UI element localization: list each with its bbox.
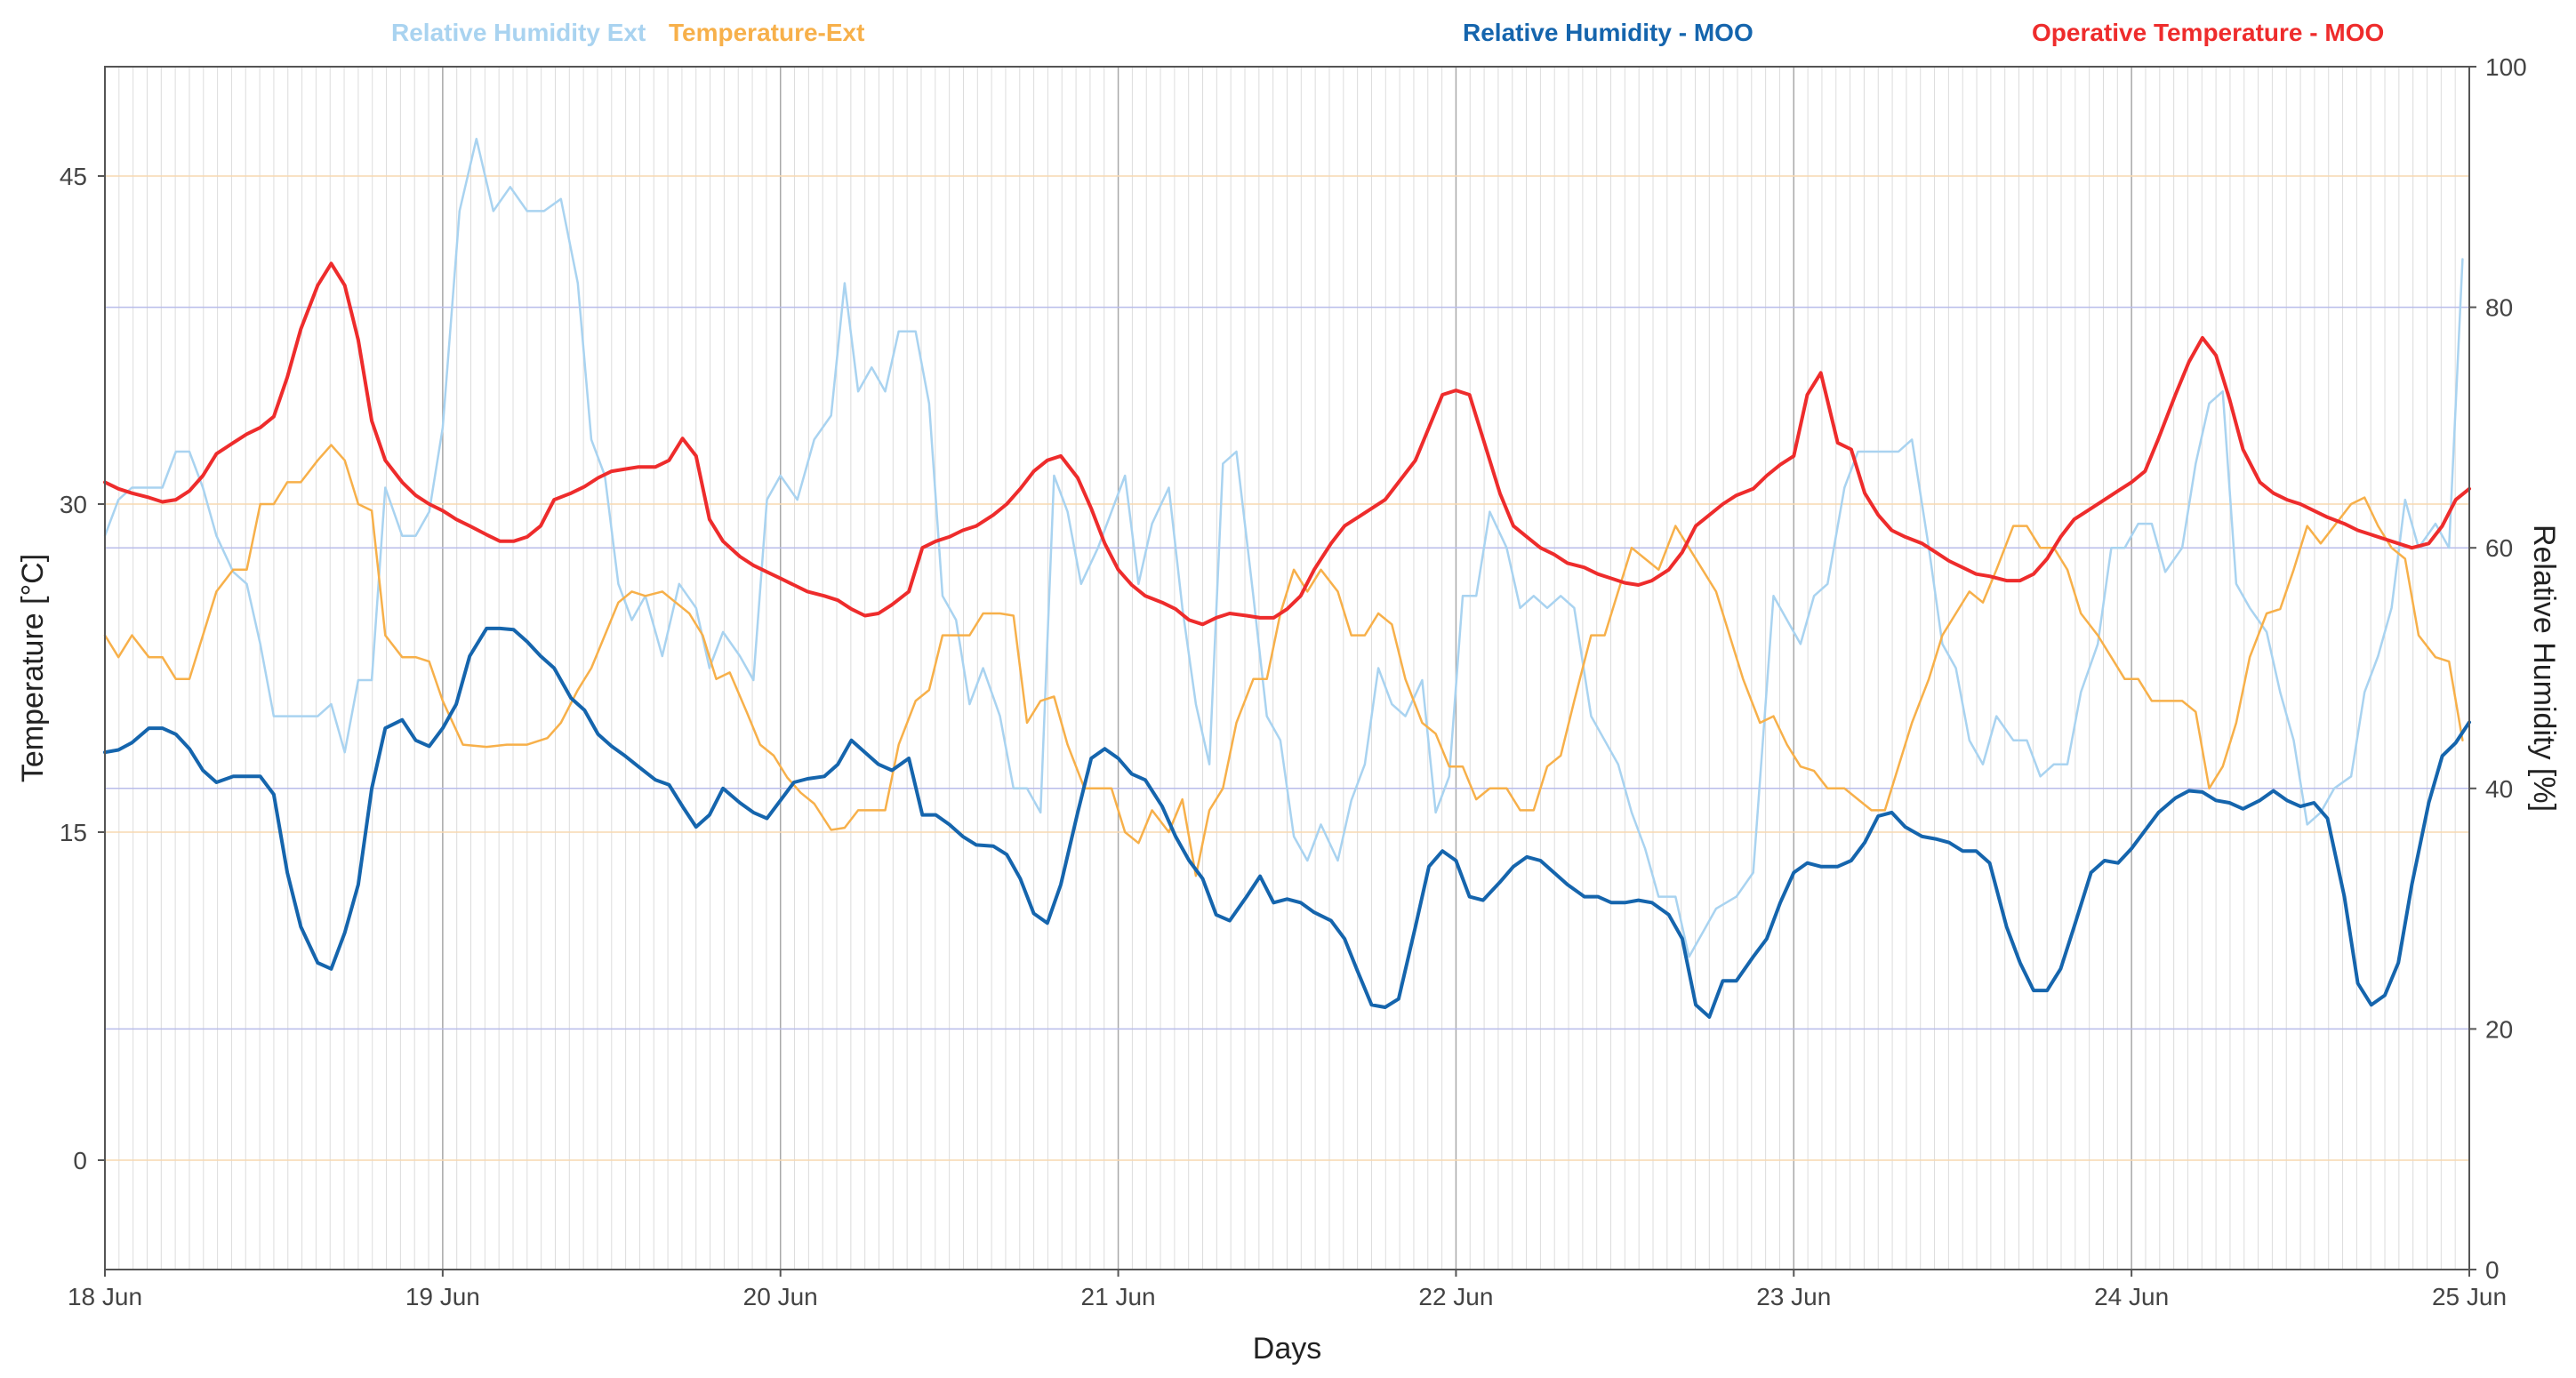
y-right-tick-label: 100 xyxy=(2485,53,2527,81)
grid-layer xyxy=(105,67,2469,1270)
x-tick-label: 21 Jun xyxy=(1081,1283,1156,1310)
x-tick-label: 18 Jun xyxy=(68,1283,142,1310)
legend-entry-2: Relative Humidity - MOO xyxy=(1463,19,1753,46)
axis-layer: 18 Jun 19 Jun 20 Jun 21 Jun 22 Jun 23 Jun 24 J… xyxy=(60,53,2527,1310)
y-right-tick-label: 80 xyxy=(2485,294,2513,322)
y-right-tick-label: 60 xyxy=(2485,534,2513,562)
series-line-2 xyxy=(103,626,2471,1019)
y-left-tick-label: 30 xyxy=(60,491,87,518)
legend-entry-1: Temperature-Ext xyxy=(669,19,864,46)
y-axis-right-title: Relative Humidity [%] xyxy=(2527,525,2561,812)
legend-entry-0: Relative Humidity Ext xyxy=(391,19,646,46)
legend: Relative Humidity Ext Temperature-Ext Rela… xyxy=(391,19,2384,46)
y-axis-left-title: Temperature [°C] xyxy=(16,554,50,782)
x-tick-label: 19 Jun xyxy=(405,1283,480,1310)
series-line-3 xyxy=(103,261,2471,627)
series-line-1 xyxy=(103,444,2464,877)
series-line-0 xyxy=(103,137,2464,958)
series-layer xyxy=(103,137,2471,1019)
y-right-tick-label: 40 xyxy=(2485,775,2513,803)
x-axis-title: Days xyxy=(1253,1332,1321,1366)
y-left-tick-label: 15 xyxy=(60,819,87,846)
x-tick-label: 22 Jun xyxy=(1418,1283,1493,1310)
y-right-tick-label: 0 xyxy=(2485,1256,2500,1284)
y-right-tick-label: 20 xyxy=(2485,1015,2513,1043)
x-tick-label: 24 Jun xyxy=(2094,1283,2169,1310)
x-tick-label: 23 Jun xyxy=(1756,1283,1831,1310)
y-left-tick-label: 45 xyxy=(60,163,87,190)
plot-frame xyxy=(104,66,2470,1270)
x-tick-label: 25 Jun xyxy=(2432,1283,2507,1310)
x-tick-label: 20 Jun xyxy=(743,1283,818,1310)
legend-entry-3: Operative Temperature - MOO xyxy=(2032,19,2384,46)
y-left-tick-label: 0 xyxy=(73,1147,87,1174)
